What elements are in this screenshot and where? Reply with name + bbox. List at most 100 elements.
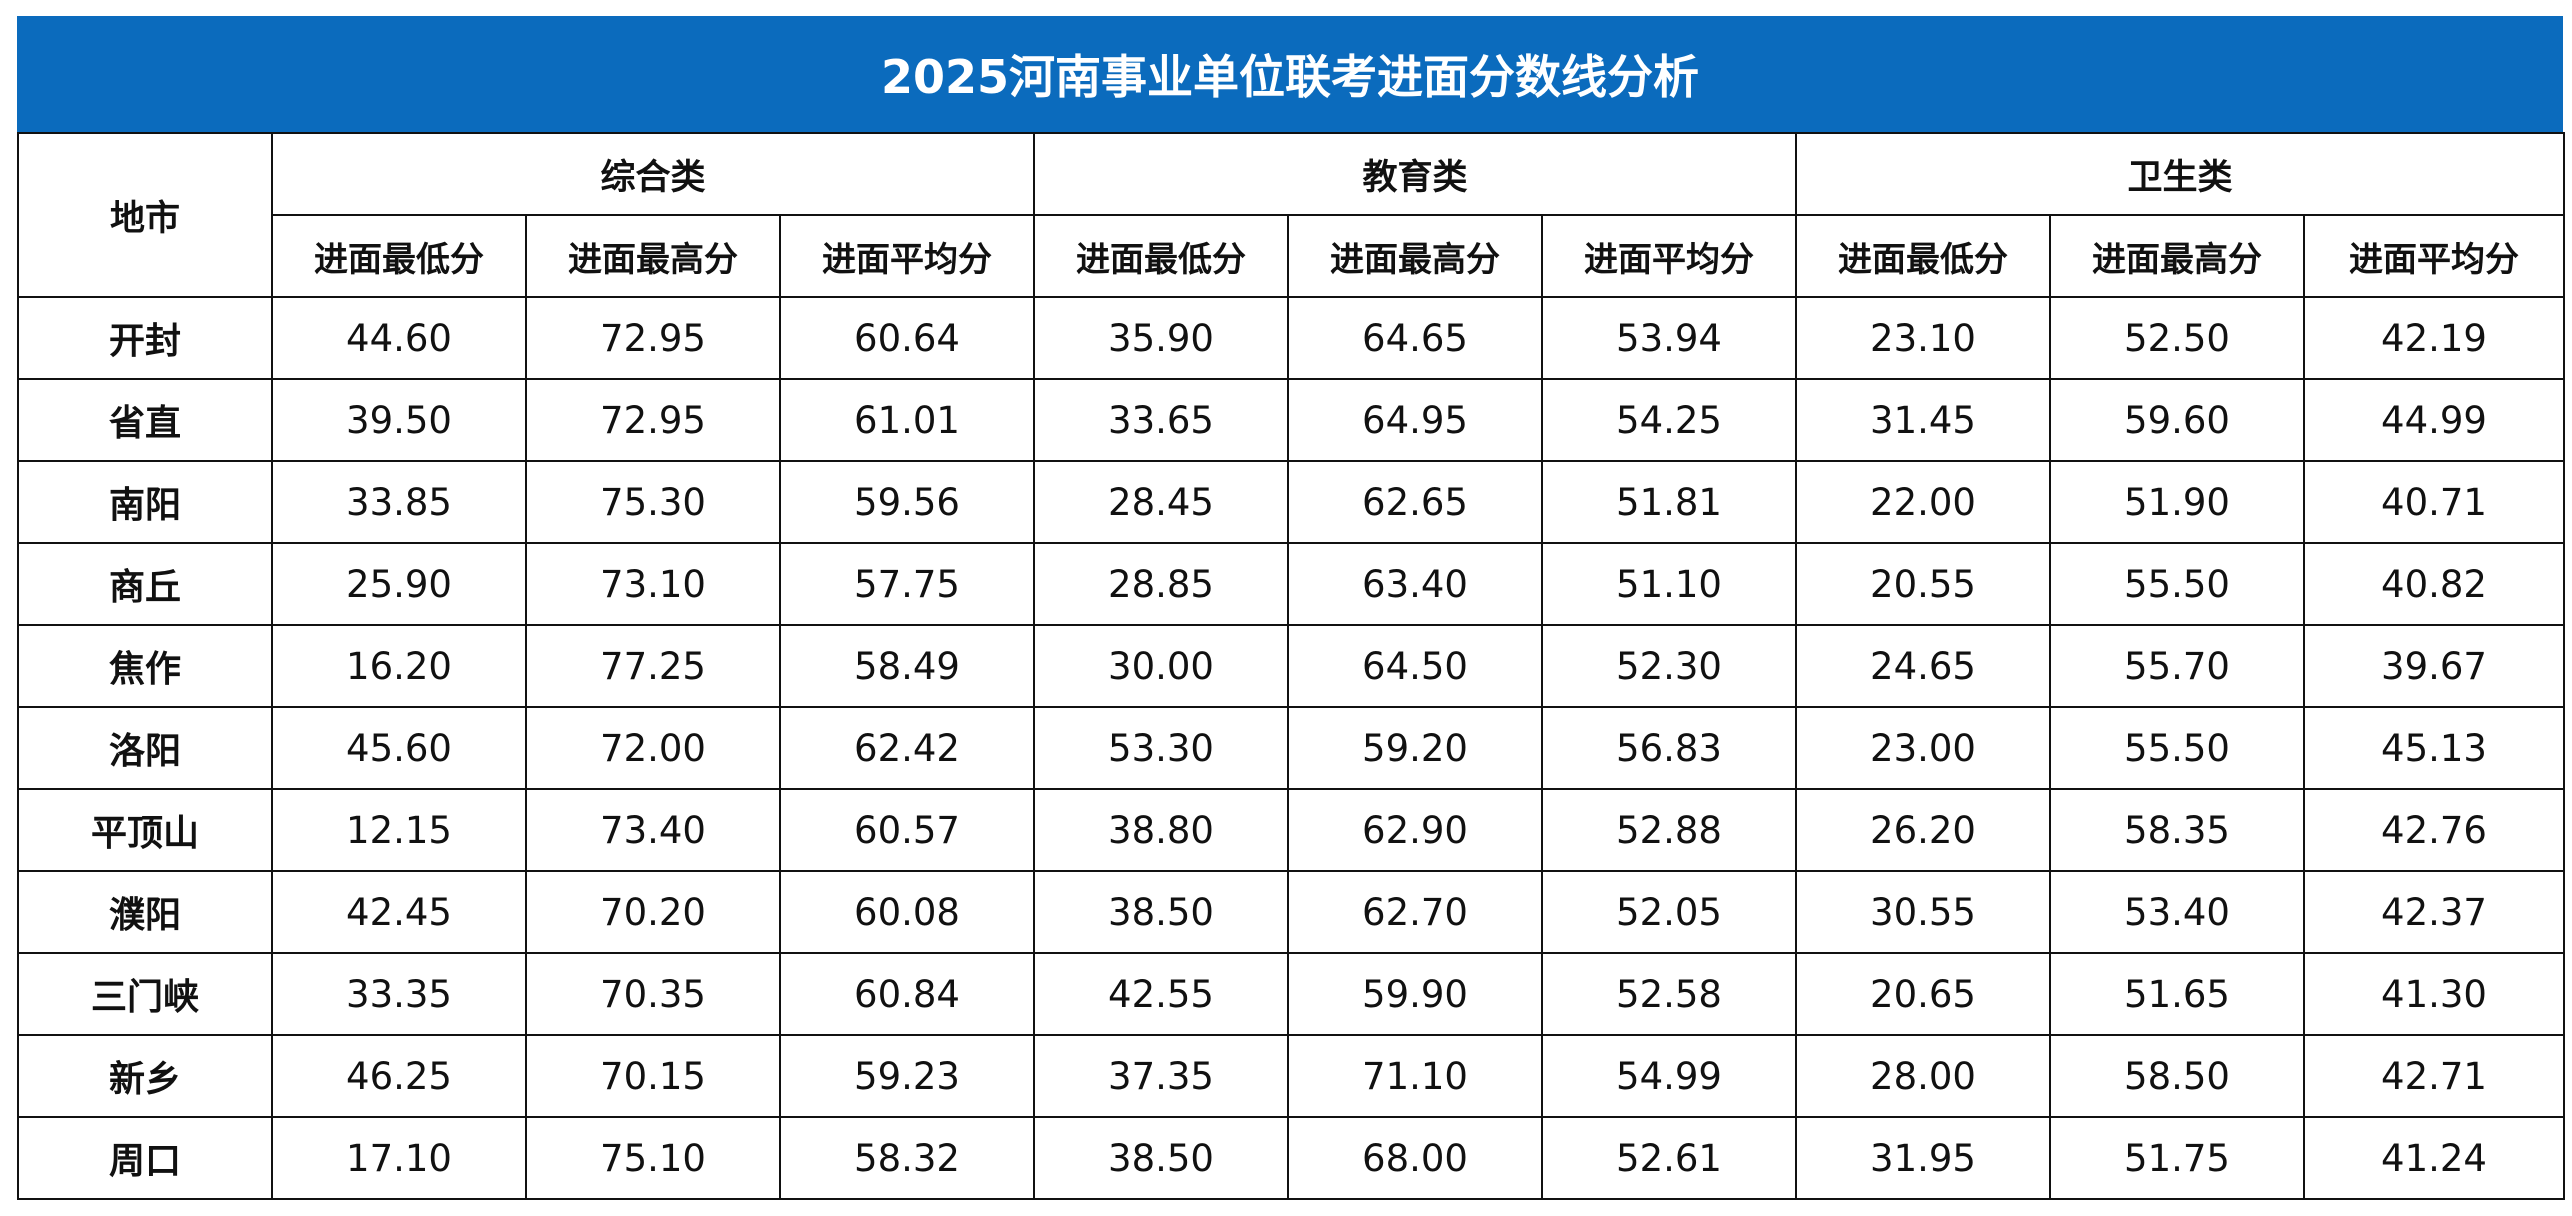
header-group-health: 卫生类 (1795, 132, 2565, 216)
header-avg-score: 进面平均分 (779, 214, 1035, 298)
score-cell: 59.23 (779, 1034, 1035, 1118)
score-cell: 58.50 (2049, 1034, 2305, 1118)
header-min-score: 进面最低分 (1033, 214, 1289, 298)
score-cell: 53.94 (1541, 296, 1797, 380)
table-row: 平顶山 12.15 73.40 60.57 38.80 62.90 52.88 26.20 58… (17, 788, 2565, 872)
table-row: 商丘 25.90 73.10 57.75 28.85 63.40 51.10 20.55 55.… (17, 542, 2565, 626)
city-cell: 濮阳 (17, 870, 273, 954)
score-cell: 52.61 (1541, 1116, 1797, 1200)
score-cell: 73.10 (525, 542, 781, 626)
score-cell: 53.40 (2049, 870, 2305, 954)
score-cell: 63.40 (1287, 542, 1543, 626)
header-group-general: 综合类 (271, 132, 1035, 216)
score-cell: 31.95 (1795, 1116, 2051, 1200)
table-row: 周口 17.10 75.10 58.32 38.50 68.00 52.61 31.95 51.… (17, 1116, 2565, 1200)
city-cell: 焦作 (17, 624, 273, 708)
score-cell: 52.05 (1541, 870, 1797, 954)
score-cell: 62.65 (1287, 460, 1543, 544)
score-cell: 33.85 (271, 460, 527, 544)
score-cell: 20.55 (1795, 542, 2051, 626)
score-table: 地市 综合类 教育类 卫生类 进面最低分 进面最高分 进面平均分 进面最低分 进… (17, 132, 2565, 1200)
score-cell: 37.35 (1033, 1034, 1289, 1118)
city-cell: 洛阳 (17, 706, 273, 790)
city-cell: 南阳 (17, 460, 273, 544)
score-cell: 57.75 (779, 542, 1035, 626)
score-cell: 55.50 (2049, 542, 2305, 626)
score-cell: 64.50 (1287, 624, 1543, 708)
table-row: 洛阳 45.60 72.00 62.42 53.30 59.20 56.83 23.00 55.… (17, 706, 2565, 790)
score-cell: 70.20 (525, 870, 781, 954)
city-cell: 平顶山 (17, 788, 273, 872)
city-cell: 新乡 (17, 1034, 273, 1118)
score-cell: 51.65 (2049, 952, 2305, 1036)
table-body: 开封 44.60 72.95 60.64 35.90 64.65 53.94 23.10 52.… (17, 296, 2565, 1200)
score-cell: 54.99 (1541, 1034, 1797, 1118)
score-cell: 72.00 (525, 706, 781, 790)
score-cell: 60.84 (779, 952, 1035, 1036)
score-cell: 44.60 (271, 296, 527, 380)
city-cell: 周口 (17, 1116, 273, 1200)
score-cell: 60.64 (779, 296, 1035, 380)
score-cell: 53.30 (1033, 706, 1289, 790)
score-cell: 58.32 (779, 1116, 1035, 1200)
score-cell: 52.58 (1541, 952, 1797, 1036)
score-cell: 51.81 (1541, 460, 1797, 544)
score-cell: 41.30 (2303, 952, 2565, 1036)
score-cell: 42.71 (2303, 1034, 2565, 1118)
score-cell: 42.76 (2303, 788, 2565, 872)
score-cell: 20.65 (1795, 952, 2051, 1036)
score-cell: 45.13 (2303, 706, 2565, 790)
header-row-subcolumns: 进面最低分 进面最高分 进面平均分 进面最低分 进面最高分 进面平均分 进面最低… (18, 214, 2565, 298)
score-cell: 28.85 (1033, 542, 1289, 626)
table-row: 省直 39.50 72.95 61.01 33.65 64.95 54.25 31.45 59.… (17, 378, 2565, 462)
city-cell: 三门峡 (17, 952, 273, 1036)
score-cell: 33.65 (1033, 378, 1289, 462)
score-cell: 51.75 (2049, 1116, 2305, 1200)
score-cell: 31.45 (1795, 378, 2051, 462)
score-cell: 28.00 (1795, 1034, 2051, 1118)
header-row-groups: 地市 综合类 教育类 卫生类 (17, 132, 2565, 298)
score-cell: 52.30 (1541, 624, 1797, 708)
score-cell: 70.35 (525, 952, 781, 1036)
score-cell: 38.80 (1033, 788, 1289, 872)
score-cell: 62.90 (1287, 788, 1543, 872)
score-cell: 17.10 (271, 1116, 527, 1200)
score-cell: 46.25 (271, 1034, 527, 1118)
score-cell: 25.90 (271, 542, 527, 626)
score-cell: 22.00 (1795, 460, 2051, 544)
header-min-score: 进面最低分 (1795, 214, 2051, 298)
score-cell: 40.82 (2303, 542, 2565, 626)
score-cell: 61.01 (779, 378, 1035, 462)
score-cell: 23.00 (1795, 706, 2051, 790)
score-cell: 75.30 (525, 460, 781, 544)
score-cell: 38.50 (1033, 870, 1289, 954)
score-cell: 24.65 (1795, 624, 2051, 708)
score-cell: 44.99 (2303, 378, 2565, 462)
score-cell: 55.50 (2049, 706, 2305, 790)
score-cell: 59.56 (779, 460, 1035, 544)
table-row: 焦作 16.20 77.25 58.49 30.00 64.50 52.30 24.65 55.… (17, 624, 2565, 708)
score-cell: 30.55 (1795, 870, 2051, 954)
score-cell: 77.25 (525, 624, 781, 708)
header-avg-score: 进面平均分 (2303, 214, 2565, 298)
score-cell: 58.49 (779, 624, 1035, 708)
score-cell: 73.40 (525, 788, 781, 872)
score-cell: 12.15 (271, 788, 527, 872)
score-cell: 59.60 (2049, 378, 2305, 462)
score-cell: 42.37 (2303, 870, 2565, 954)
score-cell: 30.00 (1033, 624, 1289, 708)
score-cell: 72.95 (525, 378, 781, 462)
header-min-score: 进面最低分 (271, 214, 527, 298)
city-cell: 商丘 (17, 542, 273, 626)
city-cell: 省直 (17, 378, 273, 462)
header-max-score: 进面最高分 (1287, 214, 1543, 298)
score-cell: 62.42 (779, 706, 1035, 790)
score-cell: 40.71 (2303, 460, 2565, 544)
score-cell: 52.50 (2049, 296, 2305, 380)
score-cell: 39.50 (271, 378, 527, 462)
score-cell: 41.24 (2303, 1116, 2565, 1200)
score-cell: 23.10 (1795, 296, 2051, 380)
header-max-score: 进面最高分 (2049, 214, 2305, 298)
score-cell: 72.95 (525, 296, 781, 380)
score-cell: 58.35 (2049, 788, 2305, 872)
